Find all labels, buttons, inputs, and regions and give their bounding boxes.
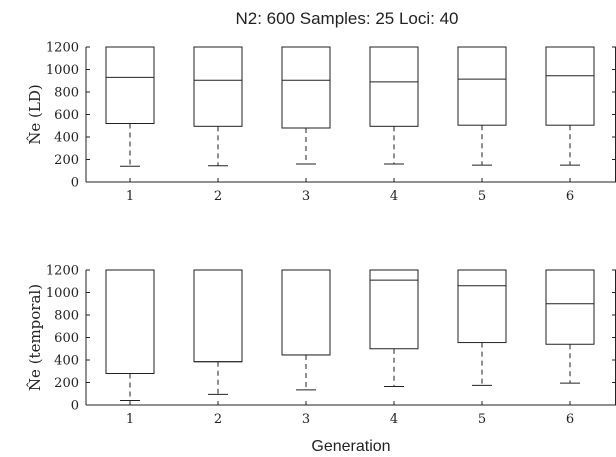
y-tick-label: 800 (54, 309, 79, 324)
y-tick-label: 0 (71, 399, 79, 414)
box (369, 46, 419, 127)
y-tick-label: 400 (54, 131, 79, 146)
y-tick-label: 1000 (46, 286, 79, 301)
box (105, 46, 155, 124)
x-tick-label: 1 (126, 189, 134, 204)
x-tick-label: 1 (126, 412, 134, 427)
chart-title: N2: 600 Samples: 25 Loci: 40 (235, 9, 458, 28)
box (457, 46, 507, 126)
x-tick-label: 5 (478, 189, 486, 204)
x-tick-label: 3 (302, 412, 310, 427)
y-tick-label: 0 (71, 176, 79, 191)
y-tick-label: 800 (54, 86, 79, 101)
y-tick-label: 400 (54, 354, 79, 369)
y-tick-label: 600 (54, 108, 79, 123)
x-tick-label: 5 (478, 412, 486, 427)
box (281, 269, 331, 356)
x-tick-label: 2 (214, 189, 222, 204)
y-tick-label: 1200 (46, 41, 79, 56)
x-tick-label: 6 (566, 412, 574, 427)
y-tick-label: 200 (54, 376, 79, 391)
x-tick-label: 2 (214, 412, 222, 427)
x-axis-label: Generation (311, 438, 390, 455)
box (545, 46, 595, 126)
x-tick-label: 4 (390, 189, 398, 204)
x-tick-label: 6 (566, 189, 574, 204)
y-tick-label: 600 (54, 331, 79, 346)
box (369, 269, 419, 350)
panel-ld: 0 200 400 600 800 1000 1200 1 2 3 4 5 6 N̂e (LD) (26, 41, 616, 204)
y-axis-label: N̂e (LD) (26, 84, 44, 144)
box (193, 46, 243, 127)
x-tick-label: 4 (390, 412, 398, 427)
box (457, 269, 507, 344)
panel-temporal: 0 200 400 600 800 1000 1200 1 2 3 4 5 6 N̂e (temporal… (26, 264, 616, 455)
box (105, 269, 155, 374)
y-tick-label: 1200 (46, 264, 79, 279)
y-axis-label: N̂e (temporal) (26, 284, 44, 391)
box (281, 46, 331, 129)
x-tick-label: 3 (302, 189, 310, 204)
y-tick-label: 200 (54, 153, 79, 168)
box (545, 269, 595, 345)
box (193, 269, 243, 363)
y-tick-label: 1000 (46, 63, 79, 78)
